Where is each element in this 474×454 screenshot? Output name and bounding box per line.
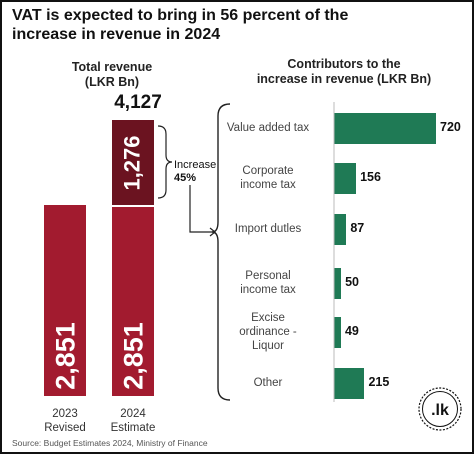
contributor-bar-4: [334, 316, 341, 348]
contributor-label-3: Personal income tax: [240, 270, 296, 296]
contributor-value-3: 50: [345, 275, 359, 289]
left-chart-title: Total revenue (LKR Bn): [52, 60, 172, 90]
contributor-label-1: Corporate income tax: [240, 165, 296, 191]
connector-line: [189, 185, 214, 233]
source-note: Source: Budget Estimates 2024, Ministry …: [12, 438, 208, 448]
left-title-line1: Total revenue: [71, 60, 153, 74]
logo-text: .lk: [431, 402, 449, 419]
contributor-label-2: Import dutles: [234, 223, 302, 235]
increase-percent: 45%: [174, 172, 197, 184]
contributor-label-5: Other: [253, 377, 283, 389]
contributor-label-4: Excise ordinance - Liquor: [239, 312, 297, 352]
logo-badge-icon: .lk: [418, 387, 462, 431]
contributor-label-0: Value added tax: [226, 122, 310, 134]
contributor-bar-3: [334, 267, 342, 299]
chart-title: VAT is expected to bring in 56 percent o…: [12, 6, 462, 44]
x-category-label-0: 2023 Revised: [44, 408, 86, 434]
bar-increase-1: [112, 120, 154, 206]
increase-label: Increase: [174, 159, 217, 171]
contributor-value-5: 215: [368, 375, 390, 389]
connector-arrow: [209, 227, 216, 237]
increase-brace: [157, 125, 173, 199]
contributor-value-1: 156: [360, 170, 381, 184]
chart-title-line1: VAT is expected to bring in 56 percent o…: [12, 7, 349, 24]
contributor-bar-5: [334, 367, 365, 399]
chart-title-line2: increase in revenue in 2024: [12, 26, 221, 43]
contributor-bar-2: [334, 213, 347, 245]
logo: .lk: [418, 387, 462, 431]
contributor-bar-0: [334, 112, 436, 144]
left-title-line2: (LKR Bn): [84, 75, 140, 89]
contributors-brace: [211, 103, 231, 401]
bar-base-1: [112, 205, 154, 396]
right-title-line2: increase in revenue (LKR Bn): [256, 72, 432, 86]
contributor-value-0: 720: [440, 120, 461, 134]
contributor-bar-1: [334, 162, 357, 194]
stack-separator: [112, 205, 154, 208]
bar-base-0: [44, 205, 86, 396]
x-category-label-1: 2024 Estimate: [110, 408, 156, 434]
total-2024-label: 4,127: [114, 92, 162, 113]
right-title-line1: Contributors to the: [287, 57, 401, 71]
increase-annotation: Increase 45%: [174, 159, 216, 185]
contributor-value-4: 49: [344, 324, 359, 338]
contributor-value-2: 87: [350, 221, 365, 235]
right-chart-title: Contributors to the increase in revenue …: [234, 57, 454, 87]
